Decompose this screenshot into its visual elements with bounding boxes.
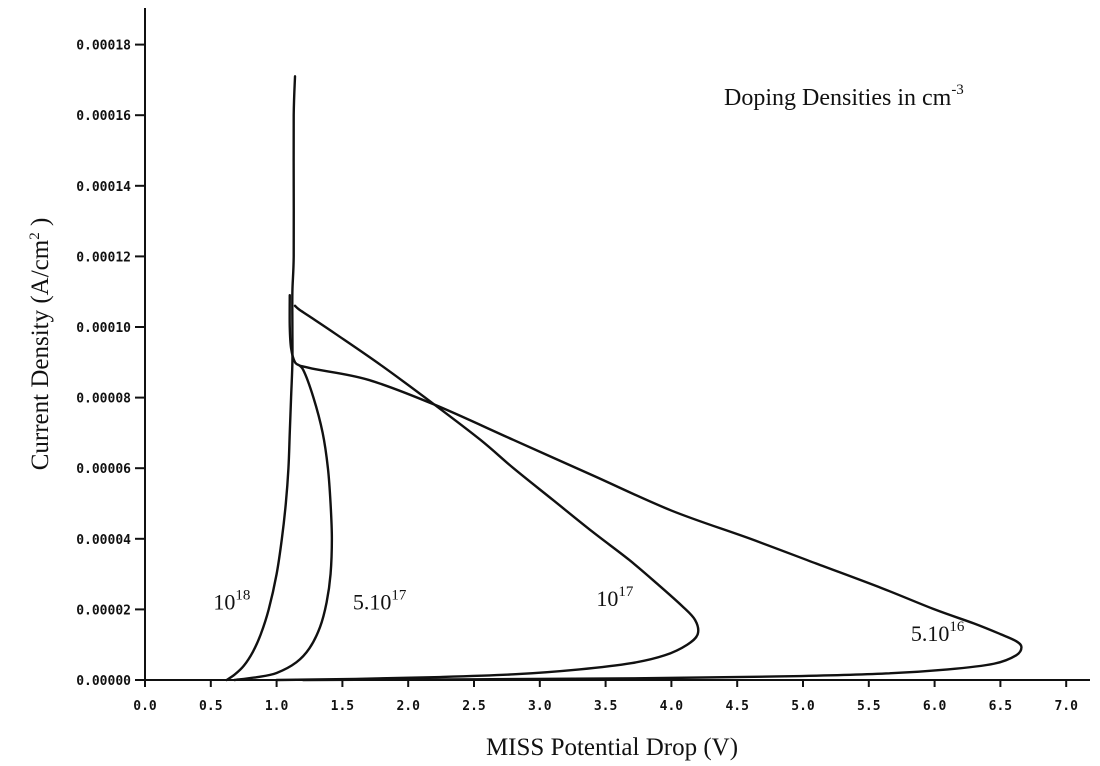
x-tick-label: 1.5 bbox=[331, 699, 354, 714]
x-tick-label: 3.0 bbox=[528, 699, 552, 714]
annotation-doping-densities: Doping Densities in cm-3 bbox=[724, 82, 964, 111]
series-5e16-label: 5.1016 bbox=[911, 619, 965, 646]
series-label-superscript: 17 bbox=[618, 584, 634, 600]
x-tick-label: 0.5 bbox=[199, 699, 222, 714]
series-1e18-label: 1018 bbox=[213, 587, 250, 614]
series-label-superscript: 18 bbox=[235, 587, 250, 603]
x-tick-label: 1.0 bbox=[265, 699, 289, 714]
series-label-base: 10 bbox=[213, 589, 235, 614]
y-tick-label: 0.00014 bbox=[76, 180, 131, 195]
series-1e17-label: 1017 bbox=[596, 584, 634, 611]
x-tick-label: 7.0 bbox=[1054, 699, 1078, 714]
x-tick-label: 3.5 bbox=[594, 699, 617, 714]
x-tick-label: 4.0 bbox=[660, 699, 684, 714]
y-tick-label: 0.00010 bbox=[76, 321, 131, 336]
series-layer bbox=[225, 75, 1023, 682]
series-label-base: 5.10 bbox=[911, 621, 950, 646]
annotation-superscript: -3 bbox=[951, 82, 964, 98]
y-tick-label: 0.00006 bbox=[76, 462, 131, 477]
y-tick-label: 0.00000 bbox=[76, 674, 131, 689]
series-1e18-line bbox=[225, 75, 297, 682]
x-tick-label: 4.5 bbox=[725, 699, 748, 714]
x-tick-label: 2.0 bbox=[396, 699, 420, 714]
y-axis-label: Current Density (A/cm2 ) bbox=[27, 218, 54, 471]
y-ticks: 0.00000 0.00002 0.00004 0.00006 0.00008 0.000… bbox=[76, 39, 145, 689]
series-label-base: 10 bbox=[596, 586, 618, 611]
series-5e17-label: 5.1017 bbox=[353, 587, 407, 614]
series-5e17-line bbox=[233, 294, 334, 682]
x-ticks: 0.0 0.5 1.0 1.5 2.0 2.5 3.0 3.5 4.0 4.5 5.0 5.5 6.0 6… bbox=[133, 680, 1078, 714]
annotation-base: Doping Densities in cm bbox=[724, 85, 952, 111]
x-tick-label: 2.5 bbox=[462, 699, 485, 714]
x-tick-label: 6.0 bbox=[923, 699, 947, 714]
x-tick-label: 0.0 bbox=[133, 699, 157, 714]
y-axis-label-base: Current Density (A/cm bbox=[27, 239, 54, 470]
y-tick-label: 0.00018 bbox=[76, 39, 131, 54]
x-tick-label: 5.5 bbox=[857, 699, 880, 714]
y-axis-label-superscript: 2 bbox=[27, 232, 43, 240]
series-label-superscript: 16 bbox=[949, 619, 965, 635]
y-tick-label: 0.00004 bbox=[76, 533, 131, 548]
y-tick-label: 0.00012 bbox=[76, 250, 131, 265]
series-label-superscript: 17 bbox=[391, 587, 407, 603]
x-tick-label: 5.0 bbox=[791, 699, 815, 714]
x-tick-label: 6.5 bbox=[989, 699, 1012, 714]
y-tick-label: 0.00016 bbox=[76, 109, 131, 124]
x-axis-label: MISS Potential Drop (V) bbox=[486, 734, 738, 761]
y-tick-label: 0.00002 bbox=[76, 603, 131, 618]
y-axis-label-end: ) bbox=[27, 218, 54, 233]
series-5e16-line bbox=[299, 364, 1023, 682]
series-label-base: 5.10 bbox=[353, 589, 392, 614]
series-1e17-line bbox=[275, 304, 700, 682]
y-tick-label: 0.00008 bbox=[76, 392, 131, 407]
